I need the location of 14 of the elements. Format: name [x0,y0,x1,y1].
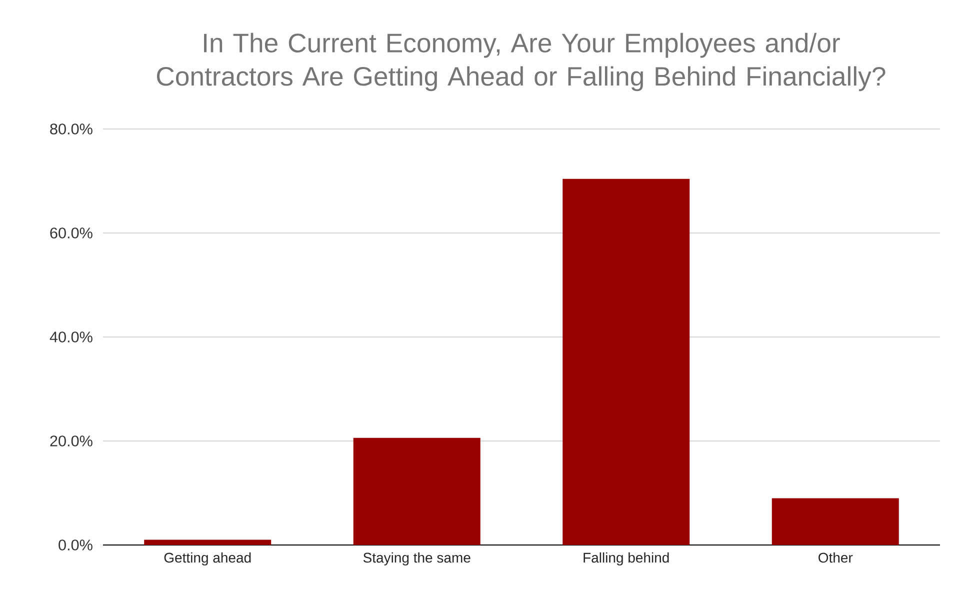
y-tick-label: 80.0% [50,124,92,134]
x-tick-label: Other [818,552,853,563]
x-tick-label: Staying the same [363,552,470,566]
chart-title: In The Current Economy, Are Your Employees and/or Contractors Are Getting Ahead or Falling Behind Financially? [156,32,886,92]
bar [144,540,272,545]
bar [562,178,690,545]
y-tick-label: 40.0% [50,332,92,342]
x-tick-label: Getting ahead [164,552,251,566]
y-tick-label: 20.0% [50,436,92,446]
x-tick-label: Falling behind [584,552,669,566]
y-tick-label: 60.0% [50,228,92,238]
bar [772,498,899,545]
bar [353,438,480,545]
y-tick-label: 0.0% [58,540,92,550]
